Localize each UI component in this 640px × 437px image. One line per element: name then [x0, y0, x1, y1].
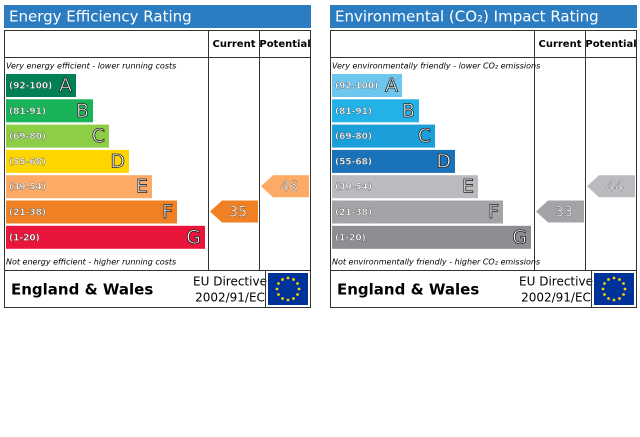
band-range: (81-91) — [9, 107, 46, 117]
band-range: (21-38) — [9, 208, 46, 218]
eu-star — [277, 282, 280, 285]
eu-star — [622, 282, 625, 285]
band-range: (92-100) — [335, 82, 378, 92]
eu-star — [618, 278, 621, 281]
eu-star — [623, 287, 627, 291]
rating-band — [6, 99, 93, 123]
rating-band — [332, 175, 478, 199]
eu-star — [607, 278, 610, 281]
eu-star — [618, 297, 621, 300]
panel-title: Energy Efficiency Rating — [9, 8, 192, 26]
eu-star — [275, 287, 279, 291]
band-range: (55-68) — [335, 157, 372, 167]
rating-arrow — [587, 175, 635, 198]
rating-band — [6, 124, 109, 148]
band-letter: B — [76, 100, 89, 122]
band-range: (39-54) — [9, 183, 46, 193]
eu-star — [296, 293, 299, 296]
rating-band — [332, 74, 402, 97]
eu-star — [292, 278, 295, 281]
eu-star — [297, 287, 301, 291]
top-note: Very energy efficient - lower running co… — [6, 62, 176, 71]
eu-star — [277, 293, 280, 296]
bottom-note: Not energy efficient - higher running co… — [6, 258, 176, 267]
band-letter: C — [92, 125, 105, 147]
rating-arrow — [261, 175, 309, 198]
eu-star — [292, 297, 295, 300]
column-header: Current — [212, 39, 255, 50]
rating-band — [6, 74, 76, 97]
eu-star — [603, 293, 606, 296]
band-range: (1-20) — [9, 233, 40, 243]
directive: EU Directive — [193, 275, 267, 289]
rating-band — [332, 225, 531, 249]
rating-value: 44 — [606, 179, 624, 195]
top-note: Very environmentally friendly - lower CO… — [332, 62, 540, 71]
rating-arrow — [210, 200, 258, 223]
band-range: (69-80) — [9, 132, 46, 142]
column-header: Potential — [259, 39, 310, 50]
band-range: (81-91) — [335, 107, 372, 117]
band-letter: B — [402, 100, 415, 122]
eu-star — [281, 297, 284, 300]
rating-band — [332, 99, 419, 123]
footer-label: England & Wales — [11, 281, 153, 299]
rating-value: 35 — [229, 205, 247, 221]
band-letter: E — [462, 176, 474, 198]
band-range: (92-100) — [9, 82, 52, 92]
eu-star — [612, 276, 616, 280]
title-bar — [330, 5, 637, 28]
band-letter: A — [59, 75, 72, 97]
band-letter: G — [186, 226, 201, 248]
eu-star — [286, 276, 290, 280]
eu-star — [607, 297, 610, 300]
eu-star — [281, 278, 284, 281]
rating-band — [332, 149, 455, 173]
rating-panel: Environmental (CO₂) Impact Rating Current… — [330, 5, 637, 308]
rating-band — [332, 200, 503, 224]
column-header: Potential — [585, 39, 636, 50]
panel-title: Environmental (CO₂) Impact Rating — [335, 8, 599, 26]
rating-value: 46 — [280, 179, 298, 195]
band-letter: C — [418, 125, 431, 147]
eu-star — [286, 298, 290, 302]
directive: 2002/91/EC — [521, 291, 591, 305]
band-range: (21-38) — [335, 208, 372, 218]
band-letter: F — [488, 201, 499, 223]
column-header: Current — [538, 39, 581, 50]
eu-star — [622, 293, 625, 296]
directive: EU Directive — [519, 275, 593, 289]
eu-star — [601, 287, 605, 291]
rating-band — [6, 149, 129, 173]
band-range: (55-68) — [9, 157, 46, 167]
rating-band — [6, 225, 205, 249]
rating-arrow — [536, 200, 584, 223]
band-letter: E — [136, 176, 148, 198]
rating-band — [6, 200, 177, 224]
band-letter: A — [385, 75, 398, 97]
band-letter: F — [162, 201, 173, 223]
title-bar — [4, 5, 311, 28]
rating-band — [6, 175, 152, 199]
eu-star — [296, 282, 299, 285]
band-letter: D — [436, 150, 451, 172]
band-letter: D — [110, 150, 125, 172]
footer-label: England & Wales — [337, 281, 479, 299]
directive: 2002/91/EC — [195, 291, 265, 305]
band-range: (39-54) — [335, 183, 372, 193]
eu-star — [612, 298, 616, 302]
eu-star — [603, 282, 606, 285]
rating-band — [332, 124, 435, 148]
rating-panel: Energy Efficiency Rating Current Potential… — [4, 5, 311, 308]
bottom-note: Not environmentally friendly - higher CO… — [332, 258, 540, 267]
band-letter: G — [512, 226, 527, 248]
band-range: (69-80) — [335, 132, 372, 142]
band-range: (1-20) — [335, 233, 366, 243]
rating-value: 33 — [555, 205, 573, 221]
